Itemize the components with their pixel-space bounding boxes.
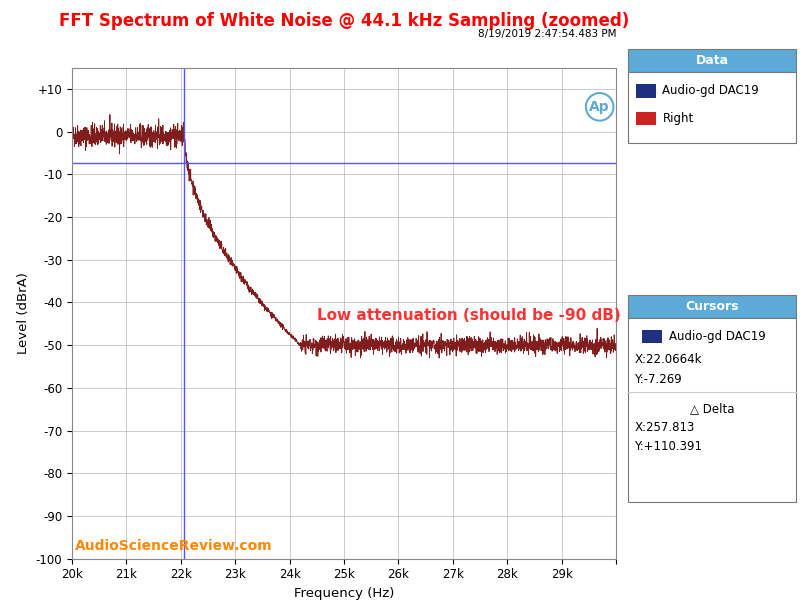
Text: Audio-gd DAC19: Audio-gd DAC19 — [662, 84, 759, 98]
Text: Right: Right — [662, 112, 694, 125]
Text: 8/19/2019 2:47:54.483 PM: 8/19/2019 2:47:54.483 PM — [478, 29, 616, 39]
Text: X:257.813: X:257.813 — [634, 421, 694, 434]
X-axis label: Frequency (Hz): Frequency (Hz) — [294, 587, 394, 600]
Text: AudioScienceReview.com: AudioScienceReview.com — [74, 539, 272, 553]
Text: Data: Data — [695, 54, 729, 68]
Text: Y:-7.269: Y:-7.269 — [634, 373, 682, 386]
Text: Cursors: Cursors — [686, 300, 738, 313]
Y-axis label: Level (dBrA): Level (dBrA) — [17, 272, 30, 354]
Text: Ap: Ap — [590, 100, 610, 114]
Text: X:22.0664k: X:22.0664k — [634, 353, 702, 367]
Text: FFT Spectrum of White Noise @ 44.1 kHz Sampling (zoomed): FFT Spectrum of White Noise @ 44.1 kHz S… — [59, 12, 629, 31]
Text: Audio-gd DAC19: Audio-gd DAC19 — [669, 330, 766, 343]
Text: △ Delta: △ Delta — [690, 402, 734, 416]
Text: Y:+110.391: Y:+110.391 — [634, 440, 702, 454]
Text: Low attenuation (should be -90 dB): Low attenuation (should be -90 dB) — [317, 308, 621, 322]
